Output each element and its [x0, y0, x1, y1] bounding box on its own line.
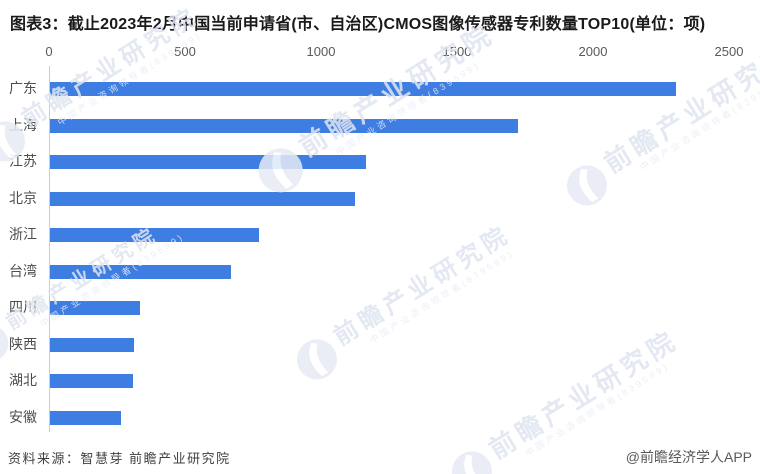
bar: [50, 337, 135, 352]
bar-row: 安徽: [9, 395, 730, 432]
x-tick-label: 2500: [714, 44, 744, 59]
credit-note: @前瞻经济学人APP: [625, 449, 752, 465]
category-label: 四川: [9, 299, 37, 315]
bar-row: 北京: [9, 176, 730, 213]
bar: [50, 82, 676, 96]
x-tick-label: 2000: [578, 44, 608, 59]
bar-row: 台湾: [9, 249, 730, 286]
qianzhan-swirl-icon: [451, 451, 492, 474]
bar-row: 陕西: [9, 322, 730, 359]
bar-row: 上海: [9, 103, 730, 140]
bar: [50, 410, 121, 425]
bar: [50, 374, 133, 388]
x-axis: 0 500 1000 1500 2000 2500: [0, 44, 760, 62]
plot-area: 广东上海江苏北京浙江台湾四川陕西湖北安徽: [9, 66, 730, 432]
source-note: 资料来源：智慧芽 前瞻产业研究院: [8, 451, 231, 466]
bar: [50, 264, 231, 279]
x-tick-label: 1500: [442, 44, 472, 59]
bar-row: 江苏: [9, 139, 730, 176]
bar: [50, 118, 518, 133]
bar-row: 广东: [9, 66, 730, 103]
category-label: 广东: [9, 80, 37, 96]
category-label: 安徽: [9, 408, 37, 425]
bar: [50, 191, 355, 206]
bar: [50, 155, 366, 169]
bar: [50, 301, 140, 315]
category-label: 湖北: [9, 372, 37, 388]
category-label: 浙江: [9, 226, 37, 242]
category-label: 陕西: [9, 335, 37, 352]
chart-title: 图表3：截止2023年2月中国当前申请省(市、自治区)CMOS图像传感器专利数量…: [10, 16, 706, 33]
x-tick-label: 500: [174, 44, 196, 59]
x-tick-label: 1000: [306, 44, 336, 59]
bar-row: 浙江: [9, 212, 730, 249]
bar: [50, 228, 260, 242]
bar-row: 四川: [9, 285, 730, 322]
bar-row: 湖北: [9, 358, 730, 395]
category-label: 江苏: [9, 153, 37, 169]
category-label: 台湾: [9, 262, 37, 279]
category-label: 北京: [9, 189, 37, 206]
category-label: 上海: [9, 116, 37, 133]
x-tick-label: 0: [45, 44, 53, 59]
